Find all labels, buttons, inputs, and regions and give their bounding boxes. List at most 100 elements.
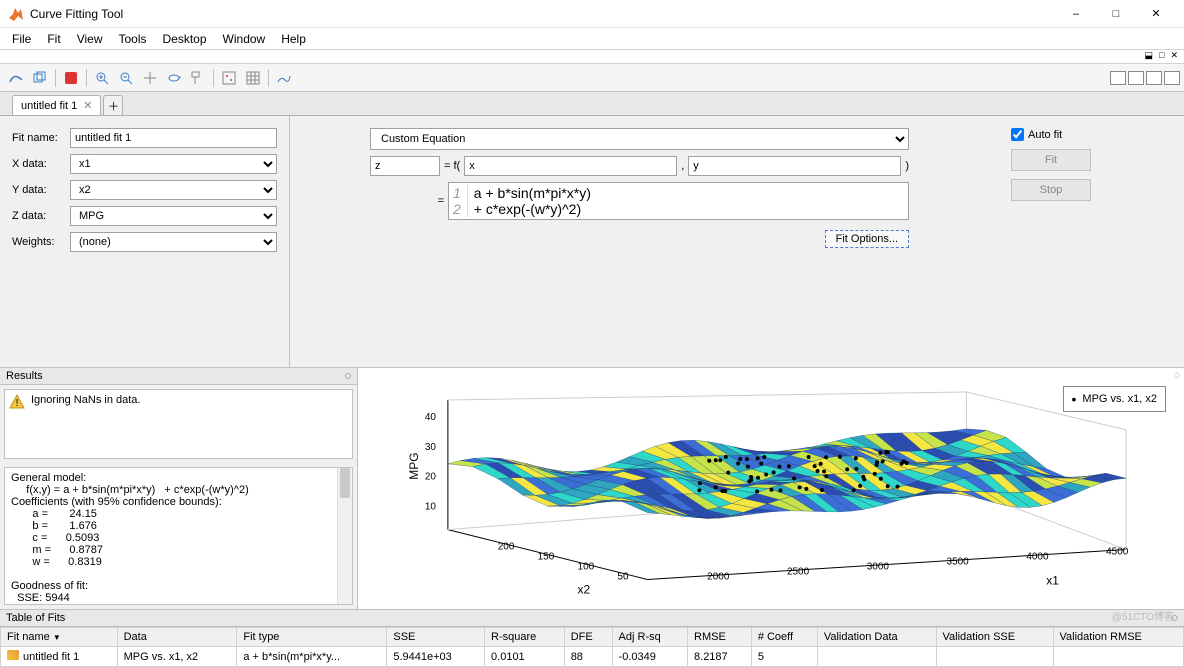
tool-duplicate-icon[interactable] (29, 67, 51, 89)
menu-desktop[interactable]: Desktop (155, 30, 215, 48)
tof-cell[interactable]: 5 (751, 647, 817, 667)
tab-active[interactable]: untitled fit 1 ✕ (12, 95, 101, 115)
layout-3-icon[interactable] (1146, 71, 1162, 85)
stop-button[interactable]: Stop (1011, 179, 1091, 201)
toolbar (0, 64, 1184, 92)
tof-header[interactable]: Fit type (237, 628, 387, 647)
tof-header[interactable]: Validation RMSE (1053, 628, 1183, 647)
plot-collapse-icon[interactable]: ◌ (1174, 370, 1180, 381)
fitname-input[interactable] (70, 128, 277, 148)
plot-panel: ◌ • MPG vs. x1, x2 MPG 40 30 20 10 (358, 368, 1184, 609)
tabbar: untitled fit 1 ✕ ＋ (0, 92, 1184, 116)
config-row: Fit name: X data: x1 Y data: x2 Z data: … (0, 116, 1184, 367)
tof-cell[interactable]: 0.0101 (485, 647, 565, 667)
tool-print-icon[interactable] (60, 67, 82, 89)
warning-icon: ! (9, 394, 25, 410)
tof-header[interactable]: R-square (485, 628, 565, 647)
tool-newfit-icon[interactable] (5, 67, 27, 89)
tool-rotate-icon[interactable] (163, 67, 185, 89)
tof-cell[interactable]: 8.2187 (688, 647, 752, 667)
titlebar: Curve Fitting Tool – □ ✕ (0, 0, 1184, 28)
sub-close-icon[interactable]: ✕ (1170, 50, 1178, 63)
data-panel: Fit name: X data: x1 Y data: x2 Z data: … (0, 116, 290, 367)
tof-cell[interactable] (817, 647, 936, 667)
svg-text:MPG: MPG (408, 452, 421, 479)
svg-text:50: 50 (617, 571, 629, 582)
results-panel: Results◌ ! Ignoring NaNs in data. Genera… (0, 368, 358, 609)
tof-header[interactable]: # Coeff (751, 628, 817, 647)
lower-row: Results◌ ! Ignoring NaNs in data. Genera… (0, 367, 1184, 609)
tab-label: untitled fit 1 (21, 100, 77, 112)
menu-fit[interactable]: Fit (39, 30, 68, 48)
sub-max-icon[interactable]: ⬓ (1145, 50, 1154, 63)
svg-text:10: 10 (425, 502, 437, 513)
eq-eqprefix: = (370, 195, 444, 207)
layout-2-icon[interactable] (1128, 71, 1144, 85)
tof-header[interactable]: RMSE (688, 628, 752, 647)
svg-text:x1: x1 (1046, 573, 1059, 587)
xdata-select[interactable]: x1 (70, 154, 277, 174)
eq-body-input[interactable]: 12 a + b*sin(m*pi*x*y) + c*exp(-(w*y)^2) (448, 182, 909, 220)
tof-cell[interactable]: MPG vs. x1, x2 (117, 647, 237, 667)
ydata-select[interactable]: x2 (70, 180, 277, 200)
menu-view[interactable]: View (69, 30, 111, 48)
tool-pan-icon[interactable] (139, 67, 161, 89)
minimize-button[interactable]: – (1056, 0, 1096, 28)
results-collapse-icon[interactable]: ◌ (344, 370, 351, 382)
tof-cell[interactable]: a + b*sin(m*pi*x*y... (237, 647, 387, 667)
tof-cell[interactable]: untitled fit 1 (1, 647, 118, 667)
maximize-button[interactable]: □ (1096, 0, 1136, 28)
eq-comma: , (681, 160, 684, 172)
tof-cell[interactable]: -0.0349 (612, 647, 687, 667)
tof-cell[interactable]: 88 (564, 647, 612, 667)
tof-header[interactable]: DFE (564, 628, 612, 647)
sub-restore-icon[interactable]: □ (1159, 50, 1164, 63)
menu-help[interactable]: Help (273, 30, 314, 48)
menu-tools[interactable]: Tools (110, 30, 154, 48)
tool-residuals-icon[interactable] (273, 67, 295, 89)
zdata-select[interactable]: MPG (70, 206, 277, 226)
layout-1-icon[interactable] (1110, 71, 1126, 85)
tof-cell[interactable] (1053, 647, 1183, 667)
eq-var2-input[interactable] (688, 156, 901, 176)
close-button[interactable]: ✕ (1136, 0, 1176, 28)
layout-4-icon[interactable] (1164, 71, 1180, 85)
results-title: Results (6, 370, 43, 382)
menu-window[interactable]: Window (215, 30, 274, 48)
fit-type-select[interactable]: Custom Equation (370, 128, 909, 150)
window-title: Curve Fitting Tool (30, 7, 1056, 21)
weights-select[interactable]: (none) (70, 232, 277, 252)
auto-fit-checkbox[interactable]: Auto fit (1011, 128, 1062, 141)
tool-exclude-icon[interactable] (218, 67, 240, 89)
tof-header[interactable]: SSE (387, 628, 485, 647)
tab-add-button[interactable]: ＋ (103, 95, 123, 115)
tool-grid-icon[interactable] (242, 67, 264, 89)
menu-file[interactable]: File (4, 30, 39, 48)
svg-text:4500: 4500 (1106, 547, 1129, 558)
plot-3d[interactable]: MPG 40 30 20 10 200 150 100 50 x2 2000 (408, 380, 1166, 595)
fit-options-button[interactable]: Fit Options... (825, 230, 909, 248)
tof-header[interactable]: Validation SSE (936, 628, 1053, 647)
eq-lhs-input[interactable] (370, 156, 440, 176)
tof-cell[interactable] (936, 647, 1053, 667)
tof-cell[interactable]: 5.9441e+03 (387, 647, 485, 667)
tof-header[interactable]: Fit name ▼ (1, 628, 118, 647)
eq-close: ) (905, 160, 909, 172)
svg-text:!: ! (16, 398, 19, 409)
watermark: @51CTO博客 (1112, 608, 1174, 623)
tof-header[interactable]: Validation Data (817, 628, 936, 647)
results-scrollbar[interactable] (337, 468, 352, 604)
tool-datacursor-icon[interactable] (187, 67, 209, 89)
eq-var1-input[interactable] (464, 156, 677, 176)
table-of-fits: Fit name ▼DataFit typeSSER-squareDFEAdj … (0, 627, 1184, 667)
tool-zoomin-icon[interactable] (91, 67, 113, 89)
tool-zoomout-icon[interactable] (115, 67, 137, 89)
menubar: File Fit View Tools Desktop Window Help (0, 28, 1184, 50)
tof-header[interactable]: Adj R-sq (612, 628, 687, 647)
tab-close-icon[interactable]: ✕ (83, 99, 92, 112)
svg-text:x2: x2 (578, 582, 591, 595)
svg-text:100: 100 (578, 561, 595, 572)
tof-header[interactable]: Data (117, 628, 237, 647)
svg-text:40: 40 (425, 412, 437, 423)
fit-button[interactable]: Fit (1011, 149, 1091, 171)
